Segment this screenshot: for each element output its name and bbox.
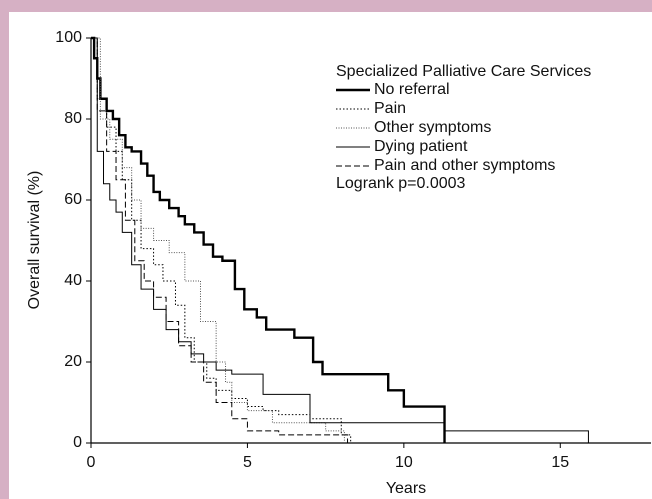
x-axis-label: Years	[386, 480, 426, 497]
y-tick-label: 100	[55, 29, 82, 46]
legend-label: No referral	[374, 81, 450, 98]
y-tick-label: 0	[73, 434, 82, 451]
survival-curve	[91, 37, 349, 443]
survival-curve	[91, 36, 446, 443]
legend-title: Specialized Palliative Care Services	[336, 63, 591, 80]
y-tick-label: 80	[64, 110, 82, 127]
survival-curve	[91, 37, 589, 443]
x-tick-label: 15	[551, 454, 569, 471]
legend-label: Dying patient	[374, 138, 468, 155]
annotation: Logrank p=0.0003	[336, 175, 466, 192]
legend-label: Pain	[374, 100, 406, 117]
y-tick-label: 20	[64, 353, 82, 370]
x-tick-label: 5	[243, 454, 252, 471]
frame-left	[0, 0, 9, 499]
y-axis-label: Overall survival (%)	[26, 171, 43, 310]
frame-top	[0, 0, 652, 12]
y-tick-label: 40	[64, 272, 82, 289]
legend-label: Other symptoms	[374, 119, 491, 136]
x-tick-label: 0	[87, 454, 96, 471]
x-tick-label: 10	[395, 454, 413, 471]
y-tick-label: 60	[64, 191, 82, 208]
survival-curve	[91, 37, 345, 443]
legend-label: Pain and other symptoms	[374, 157, 555, 174]
